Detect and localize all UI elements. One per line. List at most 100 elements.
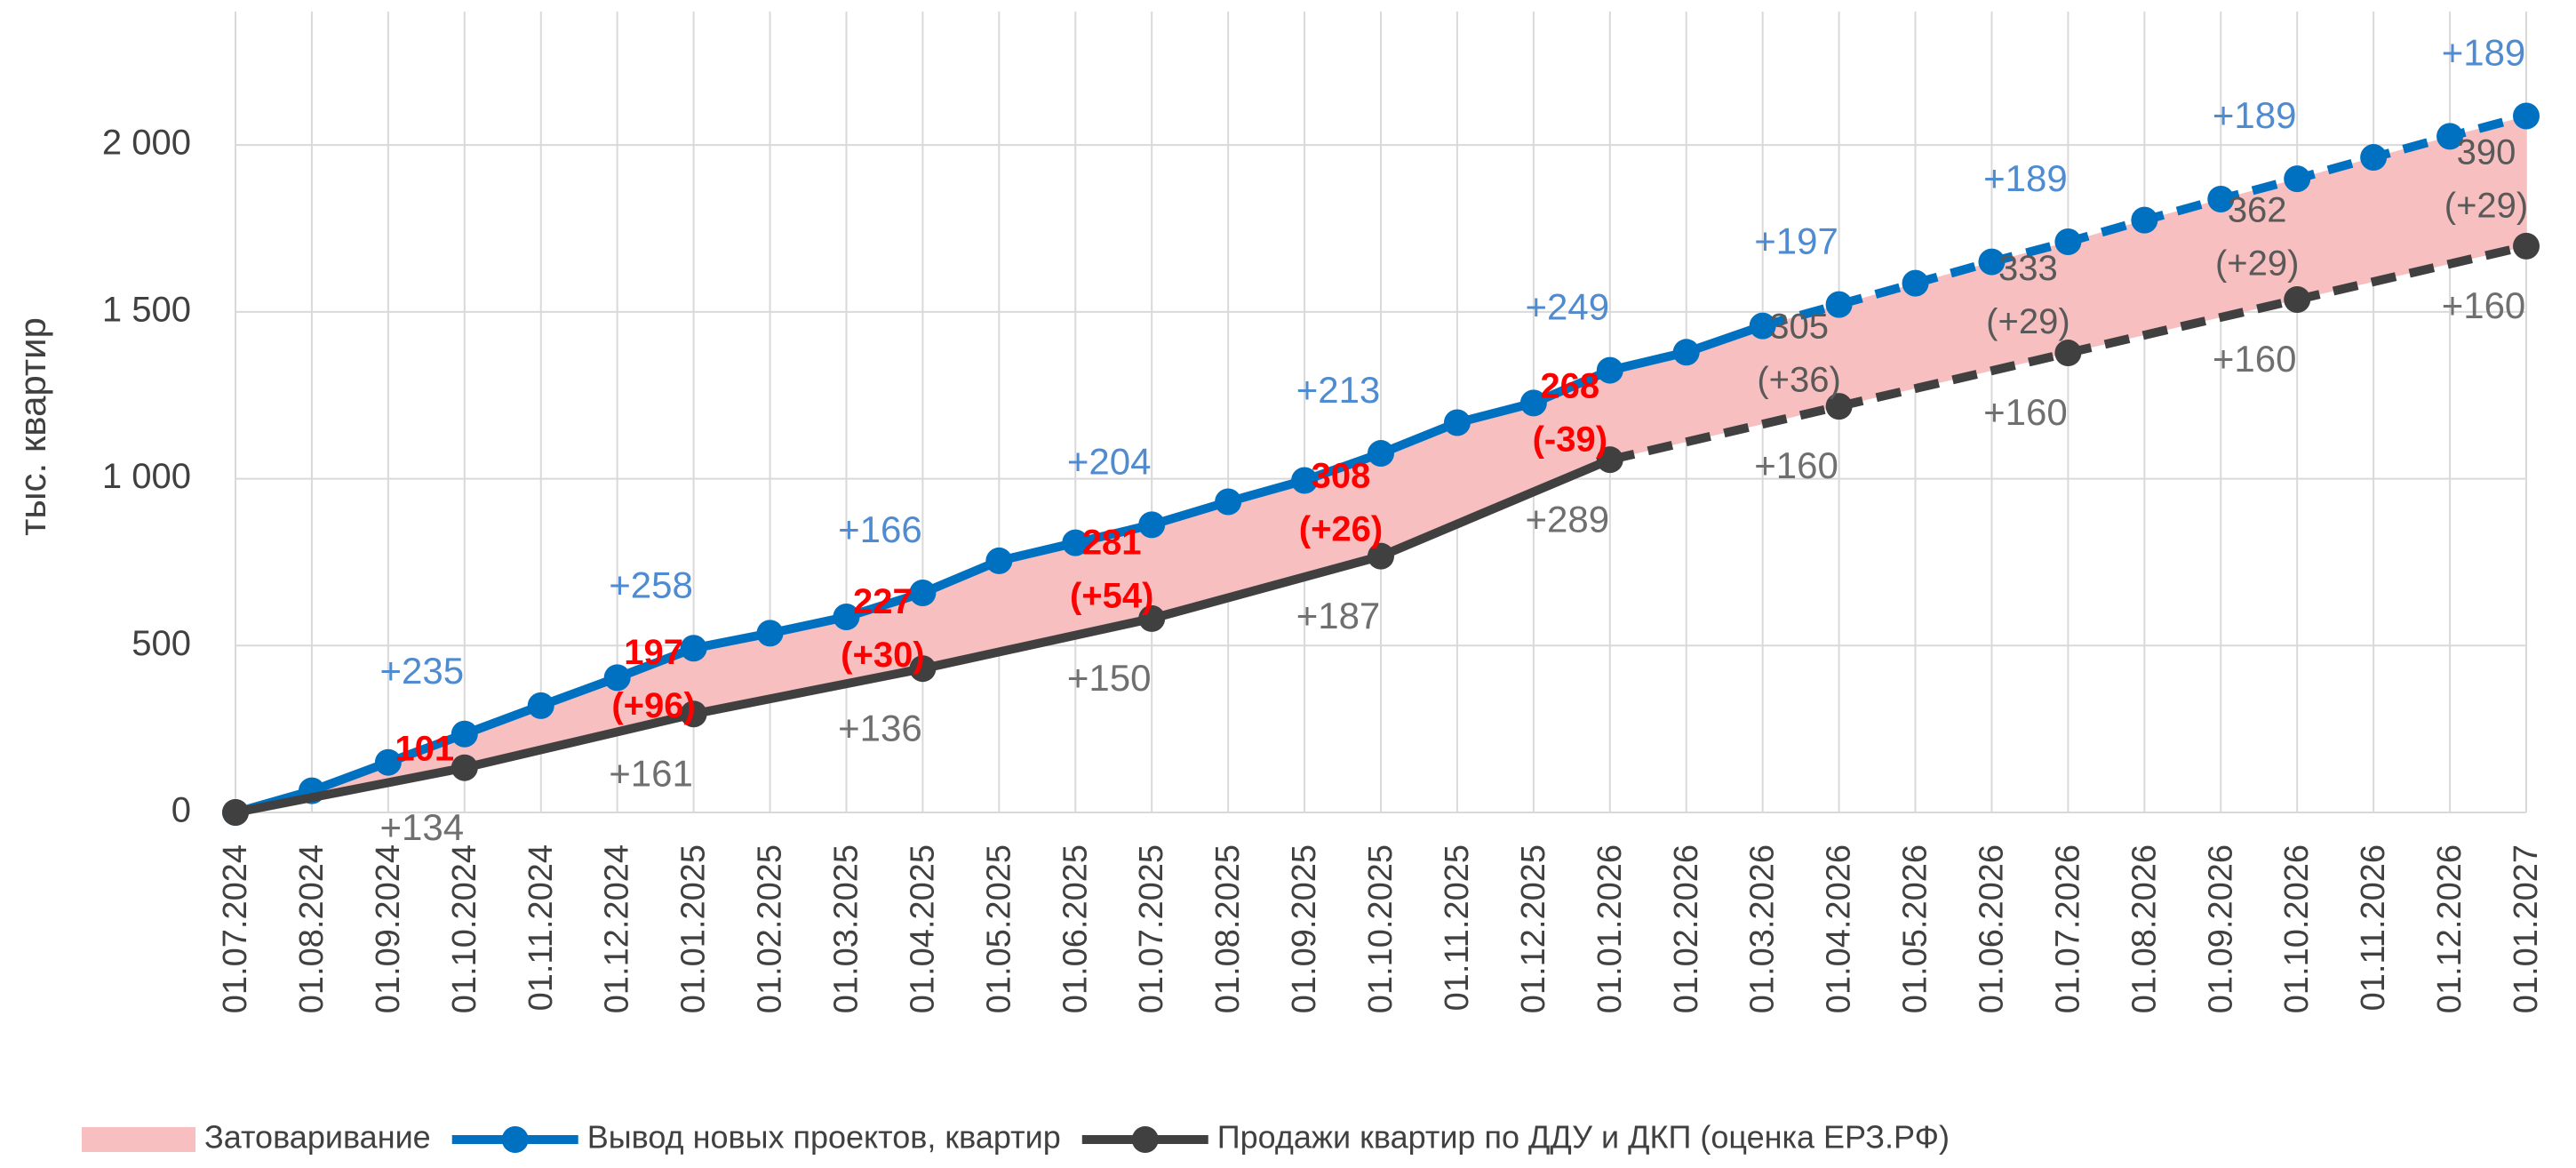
- point-label: +189: [2213, 94, 2297, 136]
- y-tick-label: 2 000: [102, 124, 191, 163]
- marker: [1825, 291, 1853, 318]
- marker: [2054, 228, 2082, 256]
- point-label: +166: [838, 508, 922, 550]
- marker: [603, 664, 631, 692]
- gap-label: 362: [2228, 191, 2287, 230]
- marker: [756, 620, 784, 647]
- y-axis-label: тыс. квартир: [12, 317, 53, 536]
- x-tick-label: 01.02.2025: [752, 844, 789, 1013]
- marker: [1291, 467, 1319, 494]
- marker: [833, 604, 860, 631]
- x-tick-label: 01.07.2025: [1133, 844, 1170, 1013]
- legend-marker: [1131, 1126, 1159, 1153]
- legend-swatch: [82, 1127, 195, 1152]
- x-tick-label: 01.12.2025: [1515, 844, 1552, 1013]
- marker: [1596, 446, 1623, 474]
- x-tick-label: 01.03.2025: [827, 844, 865, 1013]
- gap-label: 268: [1540, 366, 1599, 405]
- gap-label: (+29): [2444, 186, 2529, 225]
- x-tick-label: 01.11.2024: [522, 844, 560, 1011]
- marker: [374, 748, 402, 776]
- legend-label: Продажи квартир по ДДУ и ДКП (оценка ЕРЗ…: [1217, 1119, 1950, 1156]
- point-label: +197: [1754, 220, 1838, 262]
- y-tick-label: 1 000: [102, 457, 191, 496]
- y-tick-label: 0: [171, 791, 191, 830]
- marker: [451, 720, 478, 748]
- point-label: +160: [1983, 391, 2068, 433]
- x-tick-label: 01.03.2026: [1744, 844, 1782, 1013]
- gap-label: (+54): [1070, 577, 1154, 616]
- x-tick-label: 01.08.2025: [1209, 844, 1247, 1013]
- x-tick-label: 01.09.2026: [2202, 844, 2239, 1013]
- marker: [1749, 312, 1776, 340]
- legend-marker: [501, 1126, 529, 1153]
- marker: [909, 579, 937, 606]
- point-label: +204: [1067, 440, 1152, 482]
- x-tick-label: 01.05.2025: [980, 844, 1017, 1013]
- gap-label: 227: [853, 582, 913, 621]
- x-tick-label: 01.07.2026: [2049, 844, 2086, 1013]
- point-label: +160: [2442, 284, 2526, 326]
- x-tick-label: 01.12.2026: [2431, 844, 2468, 1013]
- marker: [1138, 511, 1166, 539]
- x-tick-label: 01.06.2025: [1057, 844, 1094, 1013]
- marker: [1215, 488, 1242, 516]
- marker: [2284, 285, 2311, 313]
- marker: [2436, 123, 2464, 150]
- gap-label: (+30): [841, 636, 925, 675]
- marker: [909, 655, 937, 683]
- marker: [1596, 356, 1623, 384]
- marker: [2284, 165, 2311, 193]
- point-label: +289: [1525, 498, 1609, 540]
- point-label: +258: [609, 564, 693, 605]
- x-tick-label: 01.08.2026: [2125, 844, 2163, 1013]
- gap-label: 197: [624, 633, 683, 672]
- gap-label: (+96): [611, 686, 696, 725]
- point-label: +150: [1067, 657, 1152, 699]
- point-label: +189: [1983, 157, 2068, 199]
- marker: [1825, 393, 1853, 420]
- x-tick-label: 01.07.2024: [217, 844, 254, 1013]
- marker: [680, 700, 707, 728]
- x-tick-label: 01.10.2025: [1362, 844, 1400, 1013]
- marker: [2207, 185, 2235, 212]
- legend-label: Вывод новых проектов, квартир: [587, 1119, 1061, 1156]
- marker: [2513, 232, 2540, 260]
- marker: [1672, 339, 1700, 366]
- marker: [1138, 604, 1166, 632]
- marker: [680, 635, 707, 662]
- x-tick-label: 01.01.2025: [675, 844, 713, 1013]
- marker: [1368, 440, 1394, 468]
- x-tick-label: 01.04.2025: [904, 844, 941, 1013]
- marker: [1519, 389, 1547, 417]
- marker: [2513, 102, 2540, 130]
- y-tick-label: 1 500: [102, 290, 191, 329]
- x-tick-label: 01.02.2026: [1668, 844, 1705, 1013]
- legend-label: Затоваривание: [204, 1119, 431, 1156]
- gap-label: 333: [1998, 249, 2058, 288]
- point-label: +160: [2213, 338, 2297, 380]
- point-label: +161: [609, 752, 693, 794]
- point-label: +189: [2442, 32, 2526, 74]
- marker: [1443, 409, 1471, 436]
- marker: [527, 692, 554, 719]
- marker: [985, 547, 1013, 574]
- x-tick-label: 01.11.2025: [1439, 844, 1476, 1011]
- x-tick-label: 01.10.2024: [446, 844, 483, 1013]
- marker: [2131, 206, 2158, 234]
- gap-label: (+29): [1986, 302, 2070, 341]
- x-tick-label: 01.08.2024: [293, 844, 331, 1013]
- gap-label: 101: [395, 729, 454, 768]
- gap-label: (+29): [2215, 244, 2300, 284]
- x-tick-label: 01.09.2025: [1286, 844, 1323, 1013]
- x-tick-label: 01.06.2026: [1973, 844, 2010, 1013]
- gap-label: (-39): [1533, 420, 1607, 459]
- point-label: +160: [1754, 444, 1838, 486]
- marker: [1368, 542, 1394, 570]
- marker: [2054, 340, 2082, 367]
- marker: [1978, 248, 2006, 276]
- gap-label: (+26): [1299, 509, 1384, 548]
- marker: [1062, 529, 1089, 556]
- point-label: +134: [379, 806, 464, 848]
